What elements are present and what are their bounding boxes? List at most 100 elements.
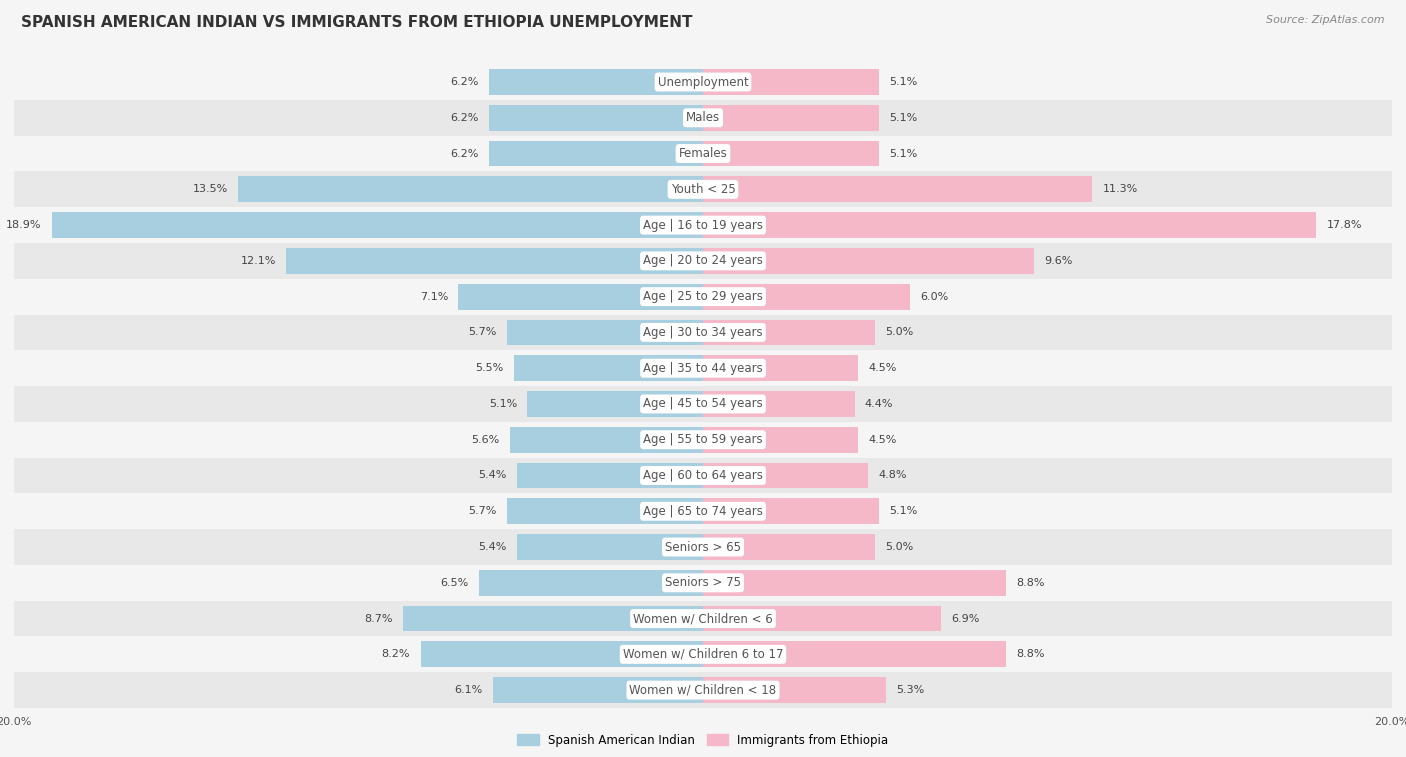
Text: Youth < 25: Youth < 25 [671, 183, 735, 196]
Text: 18.9%: 18.9% [6, 220, 42, 230]
Bar [489, 69, 703, 95]
Bar [494, 678, 703, 703]
Text: 4.5%: 4.5% [869, 363, 897, 373]
Text: 5.0%: 5.0% [886, 328, 914, 338]
Bar [513, 355, 703, 381]
Bar [14, 350, 1392, 386]
Bar [703, 212, 1316, 238]
Bar [703, 606, 941, 631]
Bar [479, 570, 703, 596]
Text: Age | 55 to 59 years: Age | 55 to 59 years [643, 433, 763, 446]
Bar [404, 606, 703, 631]
Text: 6.2%: 6.2% [451, 113, 479, 123]
Bar [52, 212, 703, 238]
Bar [703, 498, 879, 524]
Bar [14, 64, 1392, 100]
Bar [703, 248, 1033, 274]
Bar [703, 534, 875, 560]
Bar [238, 176, 703, 202]
Bar [14, 100, 1392, 136]
Bar [14, 529, 1392, 565]
Text: Seniors > 75: Seniors > 75 [665, 576, 741, 589]
Text: 17.8%: 17.8% [1326, 220, 1362, 230]
Bar [458, 284, 703, 310]
Text: 6.2%: 6.2% [451, 77, 479, 87]
Bar [703, 391, 855, 417]
Text: 4.5%: 4.5% [869, 435, 897, 444]
Text: Women w/ Children < 18: Women w/ Children < 18 [630, 684, 776, 696]
Bar [703, 355, 858, 381]
Text: 8.8%: 8.8% [1017, 650, 1045, 659]
Text: Age | 45 to 54 years: Age | 45 to 54 years [643, 397, 763, 410]
Bar [420, 641, 703, 667]
Text: Females: Females [679, 147, 727, 160]
Text: Age | 16 to 19 years: Age | 16 to 19 years [643, 219, 763, 232]
Bar [703, 678, 886, 703]
Text: 5.1%: 5.1% [489, 399, 517, 409]
Text: Age | 35 to 44 years: Age | 35 to 44 years [643, 362, 763, 375]
Bar [14, 279, 1392, 314]
Text: 13.5%: 13.5% [193, 185, 228, 195]
Bar [703, 141, 879, 167]
Text: 5.1%: 5.1% [889, 77, 917, 87]
Text: Women w/ Children 6 to 17: Women w/ Children 6 to 17 [623, 648, 783, 661]
Bar [14, 637, 1392, 672]
Text: Unemployment: Unemployment [658, 76, 748, 89]
Bar [703, 284, 910, 310]
Text: 5.7%: 5.7% [468, 506, 496, 516]
Bar [14, 672, 1392, 708]
Bar [703, 641, 1007, 667]
Bar [517, 534, 703, 560]
Text: 12.1%: 12.1% [240, 256, 276, 266]
Bar [14, 386, 1392, 422]
Legend: Spanish American Indian, Immigrants from Ethiopia: Spanish American Indian, Immigrants from… [513, 729, 893, 751]
Bar [489, 105, 703, 131]
Bar [506, 319, 703, 345]
Text: 6.0%: 6.0% [920, 291, 948, 301]
Bar [527, 391, 703, 417]
Bar [14, 601, 1392, 637]
Text: 8.8%: 8.8% [1017, 578, 1045, 587]
Text: 7.1%: 7.1% [420, 291, 449, 301]
Text: 9.6%: 9.6% [1045, 256, 1073, 266]
Text: 5.7%: 5.7% [468, 328, 496, 338]
Text: 4.4%: 4.4% [865, 399, 893, 409]
Bar [14, 494, 1392, 529]
Text: Source: ZipAtlas.com: Source: ZipAtlas.com [1267, 15, 1385, 25]
Text: 5.0%: 5.0% [886, 542, 914, 552]
Text: 5.3%: 5.3% [896, 685, 924, 695]
Text: 8.7%: 8.7% [364, 614, 392, 624]
Text: 6.9%: 6.9% [950, 614, 980, 624]
Text: Seniors > 65: Seniors > 65 [665, 540, 741, 553]
Bar [703, 69, 879, 95]
Text: 5.1%: 5.1% [889, 506, 917, 516]
Text: 5.1%: 5.1% [889, 148, 917, 158]
Bar [510, 427, 703, 453]
Bar [287, 248, 703, 274]
Text: Age | 20 to 24 years: Age | 20 to 24 years [643, 254, 763, 267]
Bar [506, 498, 703, 524]
Text: Age | 65 to 74 years: Age | 65 to 74 years [643, 505, 763, 518]
Bar [517, 463, 703, 488]
Bar [703, 570, 1007, 596]
Text: Males: Males [686, 111, 720, 124]
Text: 5.4%: 5.4% [478, 542, 506, 552]
Bar [489, 141, 703, 167]
Bar [703, 176, 1092, 202]
Bar [14, 314, 1392, 350]
Text: 5.5%: 5.5% [475, 363, 503, 373]
Bar [14, 565, 1392, 601]
Text: 6.5%: 6.5% [440, 578, 468, 587]
Text: Age | 25 to 29 years: Age | 25 to 29 years [643, 290, 763, 303]
Text: Age | 60 to 64 years: Age | 60 to 64 years [643, 469, 763, 482]
Bar [14, 422, 1392, 458]
Text: 6.2%: 6.2% [451, 148, 479, 158]
Text: 4.8%: 4.8% [879, 471, 907, 481]
Bar [14, 458, 1392, 494]
Bar [14, 207, 1392, 243]
Bar [703, 319, 875, 345]
Bar [703, 463, 869, 488]
Text: Women w/ Children < 6: Women w/ Children < 6 [633, 612, 773, 625]
Bar [703, 427, 858, 453]
Text: 5.1%: 5.1% [889, 113, 917, 123]
